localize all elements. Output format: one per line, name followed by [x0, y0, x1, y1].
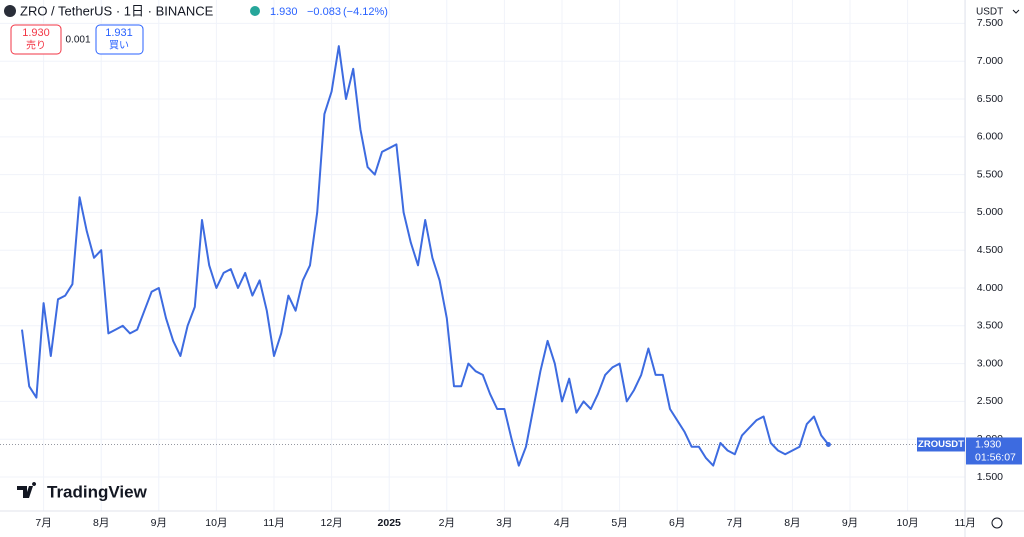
y-tick-label: 2.500	[977, 395, 1003, 407]
last-point	[825, 441, 831, 447]
price-tag-countdown: 01:56:07	[975, 451, 1016, 463]
spread: 0.001	[65, 35, 90, 46]
logo-text: TradingView	[47, 482, 148, 501]
x-tick-label: 5月	[611, 517, 627, 529]
y-tick-label: 4.500	[977, 244, 1003, 256]
series-name: ZROUSDT	[918, 439, 964, 450]
sell-label: 売り	[26, 39, 46, 52]
x-tick-label: 7月	[727, 517, 743, 529]
logo-mark	[17, 482, 37, 498]
x-tick-label: 6月	[669, 517, 685, 529]
plot	[21, 45, 831, 467]
x-tick-label: 3月	[496, 517, 512, 529]
x-tick-label: 8月	[784, 517, 800, 529]
y-tick-label: 3.000	[977, 357, 1003, 369]
series-tag	[917, 437, 965, 452]
sell-button[interactable]	[10, 24, 62, 55]
buy-button[interactable]	[95, 24, 144, 55]
symbol-title: ZRO / TetherUS · 1日 · BINANCE	[20, 3, 214, 18]
x-tick-label: 2025	[378, 517, 402, 529]
x-tick-label: 8月	[93, 517, 109, 529]
y-tick-label: 7.500	[977, 17, 1003, 29]
sell-price: 1.930	[22, 27, 50, 39]
grid	[0, 0, 966, 511]
price-change-pct: (−4.12%)	[343, 6, 388, 18]
x-tick-label: 11月	[954, 517, 975, 529]
x-tick-label: 9月	[842, 517, 858, 529]
y-tick-label: 7.000	[977, 55, 1003, 67]
x-tick-label: 10月	[205, 517, 227, 529]
price-line	[21, 45, 830, 467]
last-price: 1.930	[270, 6, 298, 18]
price-tag	[966, 437, 1022, 465]
y-tick-label: 1.500	[977, 471, 1003, 483]
x-tick-label: 12月	[321, 517, 343, 529]
y-tick-label: 4.000	[977, 282, 1003, 294]
x-tick-label: 9月	[151, 517, 167, 529]
buy-label: 買い	[109, 40, 129, 52]
currency-selector[interactable]: USDT	[976, 7, 1003, 18]
y-tick-label: 3.500	[977, 320, 1003, 332]
x-tick-label: 2月	[439, 517, 455, 529]
settings-icon[interactable]	[991, 517, 1003, 529]
market-status	[250, 6, 260, 16]
y-tick-label: 5.000	[977, 206, 1003, 218]
price-tag-price: 1.930	[975, 438, 1001, 450]
y-tick-label: 6.000	[977, 131, 1003, 143]
x-tick-label: 11月	[263, 517, 284, 529]
y-tick-label: 5.500	[977, 168, 1003, 180]
x-tick-label: 10月	[897, 517, 919, 529]
y-tick-label: 6.500	[977, 93, 1003, 105]
buy-price: 1.931	[105, 27, 133, 39]
currency-caret	[1012, 9, 1020, 14]
x-tick-label: 4月	[554, 517, 570, 529]
x-tick-label: 7月	[35, 517, 51, 529]
symbol-icon	[4, 5, 16, 17]
price-change: −0.083	[307, 6, 341, 18]
